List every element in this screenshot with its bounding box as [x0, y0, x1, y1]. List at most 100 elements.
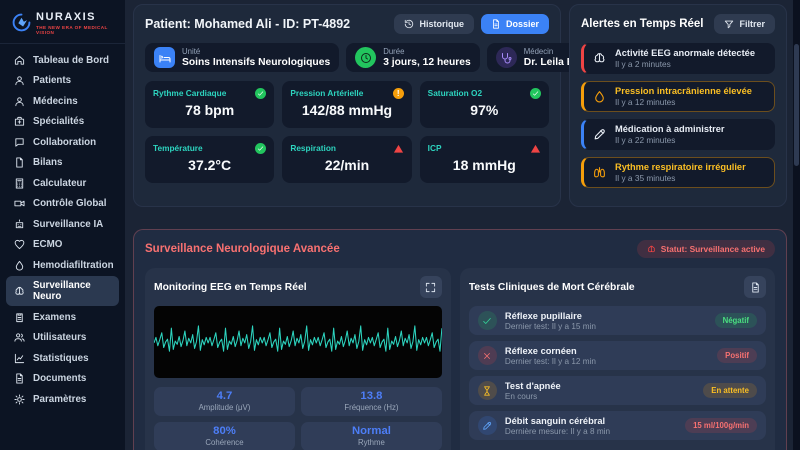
history-button[interactable]: Historique	[394, 14, 474, 34]
filter-button[interactable]: Filtrer	[714, 14, 775, 34]
test-row-reflexe-corneen[interactable]: Réflexe cornéen Dernier test: Il y a 12 …	[468, 341, 766, 370]
test-badge: En attente	[703, 383, 757, 398]
sidebar-item-label: Hemodiafiltration	[33, 259, 114, 271]
vital-value: 22/min	[324, 157, 370, 173]
alert-item-medication[interactable]: Médication à administrer Il y a 22 minut…	[581, 119, 775, 150]
sidebar-item-hemodiafiltration[interactable]: Hemodiafiltration	[6, 256, 119, 275]
status-ok-icon	[255, 88, 267, 99]
info-value: 3 jours, 12 heures	[383, 57, 471, 68]
brand-logo[interactable]: NURAXIS THE NEW ERA OF MEDICAL VISION	[0, 7, 125, 44]
expand-button[interactable]	[419, 276, 442, 298]
sidebar-item-parametres[interactable]: Paramètres	[6, 390, 119, 409]
neuro-surveillance-panel: Surveillance Neurologique Avancée Statut…	[133, 229, 787, 450]
cross-icon	[477, 346, 497, 365]
doctor-icon	[14, 96, 25, 107]
bed-icon	[154, 47, 175, 68]
alert-item-icp[interactable]: Pression intracrânienne élevée Il y a 12…	[581, 81, 775, 112]
eeg-chart	[154, 306, 442, 378]
alert-title: Activité EEG anormale détectée	[615, 48, 756, 58]
sidebar-item-calculateur[interactable]: Calculateur	[6, 174, 119, 193]
vital-label: Rythme Cardiaque	[153, 88, 227, 98]
vital-label: Température	[153, 143, 203, 153]
vital-value: 78 bpm	[185, 102, 235, 118]
sidebar: NURAXIS THE NEW ERA OF MEDICAL VISION Ta…	[0, 0, 125, 450]
brand-tagline: THE NEW ERA OF MEDICAL VISION	[36, 24, 108, 35]
sidebar-item-label: Patients	[33, 75, 72, 86]
test-badge: Positif	[717, 348, 757, 363]
stat-amplitude: 4.7 Amplitude (μV)	[154, 387, 295, 416]
vital-label: Pression Artérielle	[290, 88, 364, 98]
chat-icon	[14, 137, 25, 148]
test-subtitle: Dernière mesure: Il y a 8 min	[504, 426, 611, 436]
vital-card-rythme-cardiaque: Rythme Cardiaque 78 bpm	[145, 81, 275, 128]
test-row-reflexe-pupillaire[interactable]: Réflexe pupillaire Dernier test: Il y a …	[468, 306, 766, 335]
sidebar-item-specialites[interactable]: Spécialités	[6, 112, 119, 131]
scrollbar-thumb[interactable]	[794, 44, 799, 166]
alert-title: Pression intracrânienne élevée	[615, 86, 752, 96]
expand-icon	[425, 282, 436, 293]
report-button[interactable]	[744, 276, 766, 298]
main-content: Patient: Mohamed Ali - ID: PT-4892 Histo…	[125, 0, 800, 450]
vital-value: 142/88 mmHg	[301, 102, 393, 118]
vertical-scrollbar[interactable]	[793, 0, 800, 450]
sidebar-item-surveillance-ia[interactable]: Surveillance IA	[6, 215, 119, 234]
history-icon	[404, 19, 414, 29]
status-badge-label: Statut: Surveillance active	[660, 244, 765, 254]
sidebar-item-bilans[interactable]: Bilans	[6, 153, 119, 172]
patient-title: Patient: Mohamed Ali - ID: PT-4892	[145, 17, 351, 31]
droplet-icon	[14, 260, 25, 271]
sidebar-item-documents[interactable]: Documents	[6, 369, 119, 388]
test-row-test-apnee[interactable]: Test d'apnée En cours En attente	[468, 376, 766, 405]
dossier-button[interactable]: Dossier	[480, 14, 549, 34]
stat-label: Fréquence (Hz)	[344, 403, 399, 412]
alerts-panel: Alertes en Temps Réel Filtrer Activité E…	[569, 4, 787, 207]
vital-card-pression-arterielle: Pression Artérielle 142/88 mmHg	[282, 81, 412, 128]
alerts-title: Alertes en Temps Réel	[581, 18, 704, 30]
sidebar-item-ecmo[interactable]: ECMO	[6, 235, 119, 254]
document-icon	[14, 373, 25, 384]
patient-panel: Patient: Mohamed Ali - ID: PT-4892 Histo…	[133, 4, 633, 207]
sidebar-item-label: Surveillance IA	[33, 218, 104, 230]
test-subtitle: Dernier test: Il y a 15 min	[504, 321, 596, 331]
sidebar-item-label: Calculateur	[33, 177, 87, 189]
info-card-duree: Durée 3 jours, 12 heures	[346, 43, 480, 72]
stat-rythme: Normal Rythme	[300, 422, 442, 450]
stat-value: 4.7	[216, 390, 233, 402]
syringe-icon	[593, 128, 606, 141]
gear-icon	[14, 393, 25, 405]
tests-card-title: Tests Cliniques de Mort Cérébrale	[468, 281, 635, 293]
sidebar-item-label: Examens	[33, 311, 77, 323]
status-warning-icon	[392, 88, 404, 99]
alert-item-respiration[interactable]: Rythme respiratoire irrégulier Il y a 35…	[581, 157, 775, 188]
sidebar-item-surveillance-neuro[interactable]: Surveillance Neuro	[6, 276, 119, 306]
vital-value: 18 mmHg	[452, 157, 516, 173]
syringe-icon	[477, 416, 497, 435]
test-badge: Négatif	[714, 313, 757, 328]
brain-icon	[593, 52, 606, 65]
video-icon	[14, 198, 25, 209]
document-icon	[750, 281, 761, 293]
alert-time: Il y a 2 minutes	[615, 59, 671, 69]
sidebar-item-label: Médecins	[33, 95, 78, 107]
document-icon	[491, 19, 501, 29]
sidebar-item-patients[interactable]: Patients	[6, 71, 119, 90]
sidebar-item-label: Contrôle Global	[33, 198, 107, 209]
sidebar-item-controle-global[interactable]: Contrôle Global	[6, 194, 119, 213]
sidebar-item-tableau-de-bord[interactable]: Tableau de Bord	[6, 51, 119, 70]
sidebar-item-collaboration[interactable]: Collaboration	[6, 133, 119, 152]
nuraxis-logo-icon	[12, 13, 31, 32]
vital-card-respiration: Respiration 22/min	[282, 136, 412, 183]
sidebar-item-medecins[interactable]: Médecins	[6, 92, 119, 111]
stat-value: Normal	[351, 425, 391, 437]
stat-value: 13.8	[360, 390, 383, 402]
sidebar-item-statistiques[interactable]: Statistiques	[6, 349, 119, 368]
test-badge: 15 ml/100g/min	[685, 418, 757, 433]
test-row-debit-sanguin[interactable]: Débit sanguin cérébral Dernière mesure: …	[468, 411, 766, 440]
alert-item-eeg[interactable]: Activité EEG anormale détectée Il y a 2 …	[581, 43, 775, 74]
sidebar-item-utilisateurs[interactable]: Utilisateurs	[6, 328, 119, 347]
calculator-icon	[14, 177, 25, 189]
test-title: Débit sanguin cérébral	[504, 415, 606, 426]
sidebar-item-examens[interactable]: Examens	[6, 308, 119, 327]
info-label: Unité	[182, 47, 201, 56]
alert-time: Il y a 22 minutes	[615, 135, 676, 145]
